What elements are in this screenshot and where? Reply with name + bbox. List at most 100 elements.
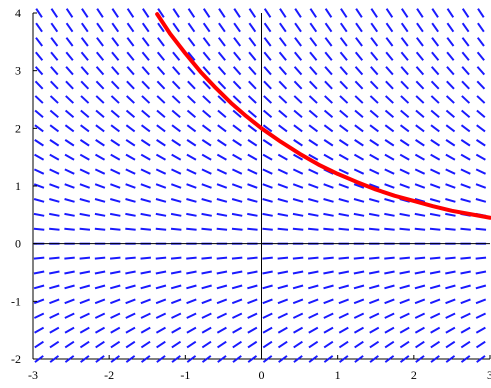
slope-segment — [94, 256, 106, 260]
slope-segment — [460, 284, 471, 290]
slope-segment — [35, 51, 44, 61]
slope-segment — [324, 8, 333, 18]
slope-segment — [400, 37, 409, 47]
slope-segment — [338, 227, 350, 231]
slope-segment — [216, 198, 228, 203]
slope-segment — [33, 227, 45, 231]
slope-segment — [445, 198, 456, 203]
slope-segment — [445, 326, 456, 334]
slope-segment — [125, 298, 136, 305]
slope-segment — [65, 80, 74, 90]
slope-segment — [399, 340, 410, 349]
slope-segment — [125, 139, 136, 147]
slope-segment — [217, 66, 227, 76]
slope-segment — [80, 51, 89, 61]
slope-segment — [65, 22, 74, 33]
slope-segment — [324, 22, 333, 33]
slope-segment — [216, 168, 228, 175]
slope-segment — [49, 168, 60, 175]
slope-segment — [399, 212, 410, 217]
slope-segment — [355, 37, 363, 47]
slope-segment — [369, 124, 379, 133]
slope-segment — [34, 66, 44, 76]
slope-segment — [368, 227, 380, 231]
slope-segment — [323, 153, 334, 161]
slope-segment — [64, 312, 75, 319]
slope-segment — [415, 80, 425, 90]
slope-segment — [170, 256, 182, 260]
slope-segment — [277, 326, 288, 334]
slope-segment — [201, 198, 212, 203]
slope-segment — [262, 270, 273, 275]
slope-segment — [308, 227, 319, 231]
slope-segment — [186, 256, 197, 260]
slope-segment — [201, 153, 212, 161]
slope-segment — [140, 355, 151, 363]
slope-segment — [277, 227, 289, 231]
slope-segment — [170, 270, 182, 275]
slope-segment — [171, 124, 181, 133]
slope-segment — [430, 80, 440, 90]
slope-segment — [33, 312, 45, 319]
slope-segment — [414, 168, 426, 175]
slope-segment — [414, 153, 425, 161]
slope-segment — [109, 284, 121, 290]
slope-segment — [400, 66, 409, 76]
slope-segment — [262, 109, 273, 119]
slope-segment — [50, 22, 59, 33]
slope-segment — [49, 326, 60, 334]
slope-segment — [309, 37, 318, 47]
slope-segment — [369, 109, 379, 119]
slope-segment — [430, 326, 441, 334]
slope-segment — [80, 37, 89, 47]
slope-segment — [155, 312, 167, 319]
slope-segment — [369, 298, 380, 305]
slope-segment — [353, 256, 365, 260]
slope-segment — [446, 66, 455, 76]
slope-segment — [324, 51, 333, 61]
slope-segment — [94, 227, 106, 231]
slope-segment — [460, 256, 471, 260]
slope-segment — [157, 37, 165, 47]
slope-segment — [323, 298, 334, 305]
slope-segment — [429, 212, 441, 217]
slope-segment — [49, 80, 59, 90]
slope-segment — [49, 340, 60, 349]
slope-segment — [263, 8, 272, 18]
slope-segment — [414, 198, 426, 203]
slope-segment — [292, 298, 304, 305]
slope-segment — [186, 312, 197, 319]
slope-segment — [429, 270, 441, 275]
slope-segment — [125, 270, 136, 275]
slope-segment — [94, 168, 106, 175]
slope-segment — [262, 227, 273, 231]
slope-segment — [338, 168, 349, 175]
slope-segment — [430, 312, 441, 319]
slope-segment — [475, 153, 486, 161]
slope-segment — [156, 95, 166, 104]
slope-segment — [141, 95, 151, 104]
slope-segment — [338, 183, 349, 189]
slope-segment — [80, 124, 90, 133]
slope-segment — [368, 270, 380, 275]
slope-segment — [170, 212, 182, 217]
slope-segment — [429, 298, 441, 305]
slope-segment — [354, 51, 364, 61]
slope-segment — [278, 95, 288, 104]
slope-segment — [430, 139, 441, 147]
slope-segment — [446, 51, 455, 61]
slope-segment — [34, 124, 44, 133]
slope-segment — [476, 37, 485, 47]
slope-segment — [79, 270, 91, 275]
slope-segment — [445, 139, 456, 147]
slope-segment — [308, 340, 319, 349]
slope-segment — [461, 95, 471, 104]
slope-segment — [475, 168, 486, 175]
slope-segment — [277, 256, 289, 260]
slope-segment — [170, 227, 182, 231]
slope-segment — [140, 284, 152, 290]
slope-segment — [186, 326, 197, 334]
slope-segment — [125, 227, 136, 231]
slope-segment — [65, 95, 75, 104]
slope-segment — [353, 168, 365, 175]
